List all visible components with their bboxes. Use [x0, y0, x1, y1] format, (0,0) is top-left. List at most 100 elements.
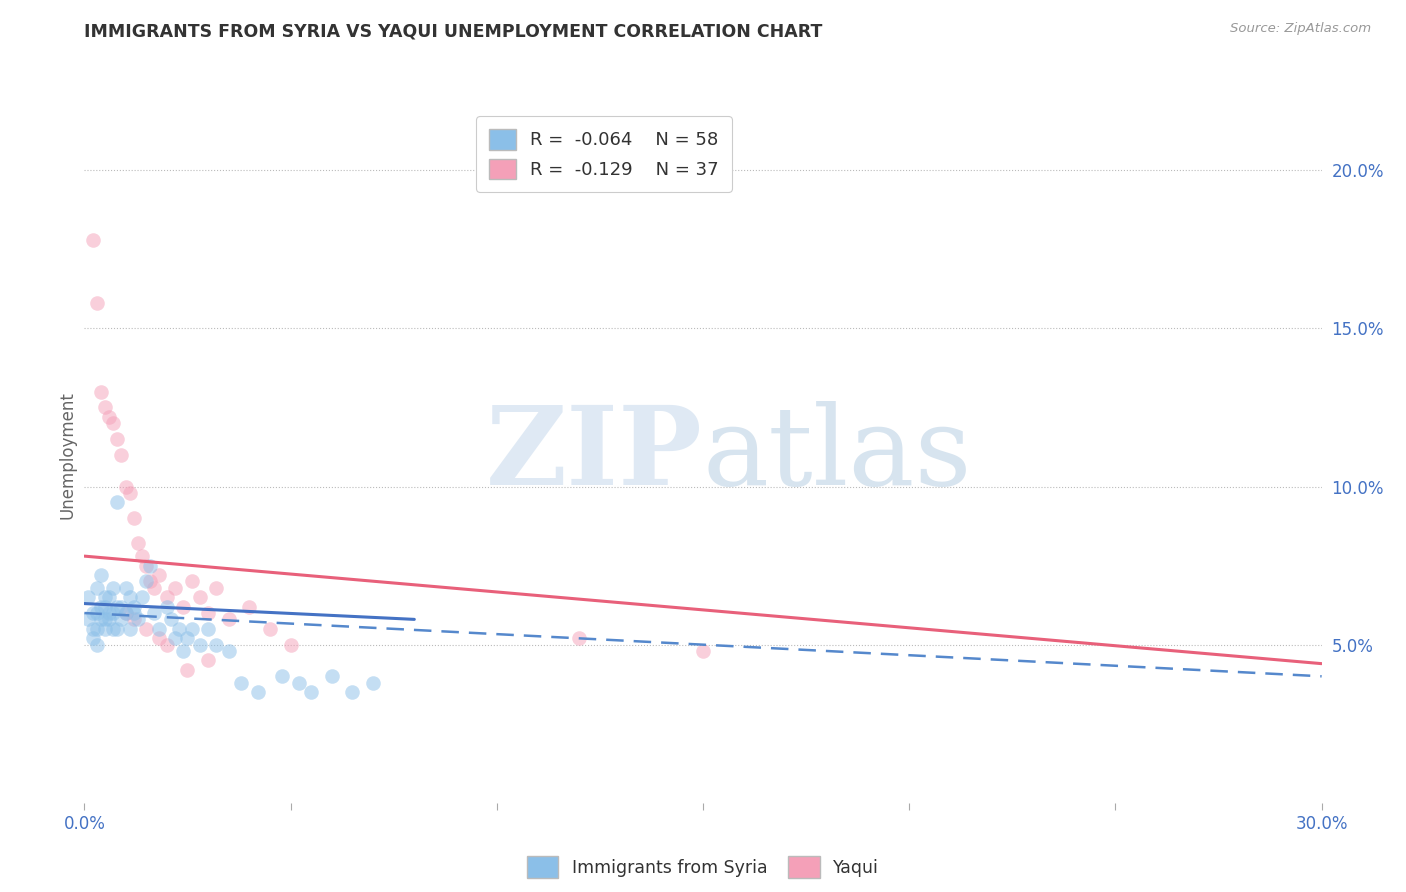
Point [172, 644, 194, 658]
Point [122, 511, 145, 525]
Point [197, 622, 219, 636]
Point [135, 574, 157, 589]
Point [90, 568, 112, 582]
Point [139, 558, 162, 573]
Point [94, 591, 117, 605]
Point [82, 233, 104, 247]
Point [118, 591, 141, 605]
Point [692, 644, 714, 658]
Point [148, 622, 170, 636]
Legend: Immigrants from Syria, Yaqui: Immigrants from Syria, Yaqui [520, 849, 886, 885]
Point [197, 653, 219, 667]
Point [167, 622, 190, 636]
Text: atlas: atlas [703, 401, 973, 508]
Text: ZIP: ZIP [486, 401, 703, 508]
Point [90, 384, 112, 399]
Point [288, 675, 311, 690]
Point [110, 448, 132, 462]
Point [165, 632, 187, 646]
Point [114, 606, 136, 620]
Text: IMMIGRANTS FROM SYRIA VS YAQUI UNEMPLOYMENT CORRELATION CHART: IMMIGRANTS FROM SYRIA VS YAQUI UNEMPLOYM… [84, 22, 823, 40]
Point [180, 574, 202, 589]
Point [135, 622, 157, 636]
Point [86, 622, 108, 636]
Point [135, 558, 157, 573]
Point [156, 591, 179, 605]
Text: Source: ZipAtlas.com: Source: ZipAtlas.com [1230, 22, 1371, 36]
Point [86, 606, 108, 620]
Point [103, 581, 125, 595]
Point [246, 685, 269, 699]
Point [86, 296, 108, 310]
Point [148, 632, 170, 646]
Point [188, 638, 211, 652]
Point [90, 599, 112, 614]
Point [122, 599, 145, 614]
Point [98, 409, 121, 424]
Point [361, 675, 384, 690]
Point [103, 622, 125, 636]
Point [105, 495, 128, 509]
Point [94, 612, 117, 626]
Point [86, 638, 108, 652]
Point [94, 622, 117, 636]
Point [90, 612, 112, 626]
Point [148, 568, 170, 582]
Point [118, 622, 141, 636]
Point [172, 599, 194, 614]
Point [114, 479, 136, 493]
Point [105, 432, 128, 446]
Point [342, 685, 364, 699]
Point [218, 644, 240, 658]
Point [165, 581, 187, 595]
Point [94, 401, 117, 415]
Point [176, 663, 198, 677]
Point [94, 599, 117, 614]
Point [188, 591, 211, 605]
Point [127, 612, 149, 626]
Point [156, 599, 179, 614]
Point [114, 606, 136, 620]
Point [271, 669, 294, 683]
Point [77, 591, 100, 605]
Point [131, 549, 153, 563]
Y-axis label: Unemployment: Unemployment [58, 391, 76, 519]
Point [98, 612, 121, 626]
Point [205, 638, 228, 652]
Point [299, 685, 322, 699]
Point [280, 638, 302, 652]
Point [143, 606, 166, 620]
Point [139, 574, 162, 589]
Point [105, 599, 128, 614]
Point [568, 632, 591, 646]
Point [98, 591, 121, 605]
Point [229, 675, 252, 690]
Point [127, 536, 149, 550]
Point [122, 612, 145, 626]
Point [82, 632, 104, 646]
Point [105, 622, 128, 636]
Point [238, 599, 260, 614]
Point [259, 622, 281, 636]
Point [205, 581, 228, 595]
Point [122, 606, 145, 620]
Point [131, 591, 153, 605]
Point [197, 606, 219, 620]
Point [114, 581, 136, 595]
Point [82, 606, 104, 620]
Point [103, 606, 125, 620]
Point [176, 632, 198, 646]
Point [180, 622, 202, 636]
Point [110, 599, 132, 614]
Point [98, 606, 121, 620]
Point [86, 581, 108, 595]
Point [156, 638, 179, 652]
Point [118, 486, 141, 500]
Point [77, 612, 100, 626]
Point [218, 612, 240, 626]
Point [110, 612, 132, 626]
Point [143, 581, 166, 595]
Point [321, 669, 343, 683]
Point [103, 417, 125, 431]
Point [82, 622, 104, 636]
